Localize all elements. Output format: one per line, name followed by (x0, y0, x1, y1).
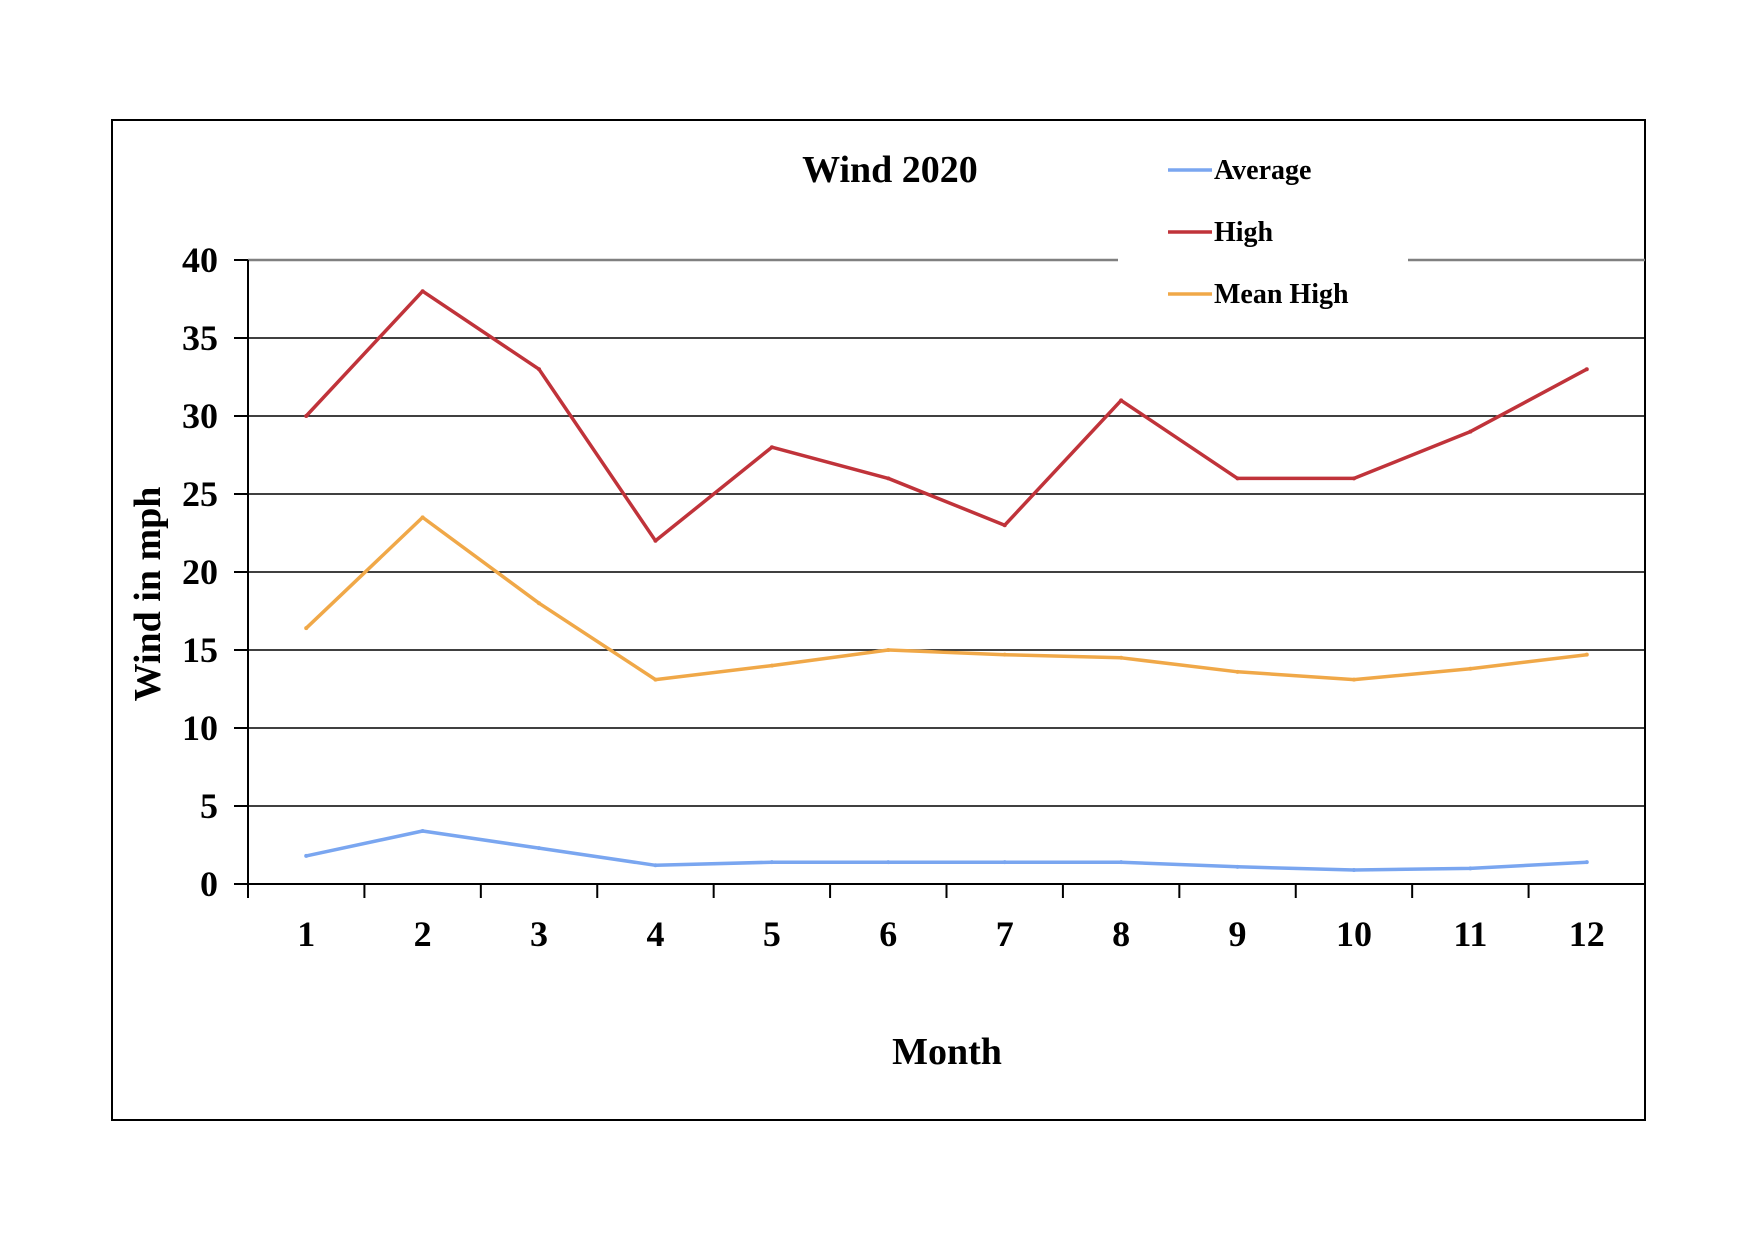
legend-label-mean-high: Mean High (1214, 279, 1349, 310)
data-point-average (1235, 864, 1240, 869)
x-tick-label: 12 (1569, 914, 1605, 954)
y-axis-label: Wind in mph (127, 487, 169, 702)
chart-frame (111, 119, 1646, 1121)
data-point-high (1468, 429, 1473, 434)
data-point-high (769, 445, 774, 450)
x-tick-label: 8 (1112, 914, 1130, 954)
data-point-average (769, 860, 774, 865)
y-tick-label: 25 (182, 474, 218, 514)
axes (247, 260, 1646, 898)
series-line-average (305, 829, 1587, 872)
data-point-high (1119, 398, 1124, 403)
y-tick-label: 30 (182, 396, 218, 436)
chart-title: Wind 2020 (802, 149, 978, 191)
data-point-mean-high (1235, 669, 1240, 674)
data-point-average (537, 846, 542, 851)
data-point-high (304, 414, 309, 418)
data-point-average (1584, 860, 1589, 865)
data-point-average (653, 863, 658, 868)
data-point-mean-high (653, 677, 658, 682)
y-tick-label: 5 (200, 786, 218, 826)
data-point-average (886, 860, 891, 865)
series-line-mean-high (304, 515, 1588, 682)
data-point-average (1351, 867, 1356, 872)
y-tick-label: 10 (182, 708, 218, 748)
data-point-mean-high (537, 601, 542, 606)
data-point-mean-high (1002, 652, 1007, 657)
series-lines (304, 289, 1589, 872)
x-tick-label: 3 (530, 914, 548, 954)
data-point-high (1351, 476, 1356, 481)
x-tick-label: 9 (1229, 914, 1247, 954)
gridlines (234, 258, 1645, 885)
data-point-mean-high (304, 626, 309, 631)
data-point-mean-high (769, 663, 774, 668)
y-tick-labels: 0 5 10 15 20 25 30 35 40 (182, 240, 218, 904)
x-tick-label: 6 (879, 914, 897, 954)
data-point-high (886, 476, 891, 481)
data-point-average (1119, 860, 1124, 865)
x-tick-labels: 1 2 3 4 5 6 7 8 9 10 11 12 (297, 914, 1605, 954)
x-tick-label: 5 (763, 914, 781, 954)
legend-label-average: Average (1214, 155, 1311, 186)
y-tick-label: 35 (182, 318, 218, 358)
x-tick-label: 11 (1453, 914, 1487, 954)
data-point-high (653, 538, 658, 543)
data-point-mean-high (886, 648, 891, 652)
x-tick-label: 2 (414, 914, 432, 954)
data-point-mean-high (420, 515, 425, 520)
data-point-mean-high (1584, 652, 1589, 657)
data-point-high (1235, 476, 1240, 481)
legend: Average High Mean High (1168, 155, 1349, 310)
data-point-high (537, 367, 542, 372)
series-line-high (304, 289, 1588, 543)
data-point-mean-high (1468, 666, 1473, 671)
x-tick-label: 4 (646, 914, 664, 954)
y-tick-label: 0 (200, 864, 218, 904)
x-tick-label: 10 (1336, 914, 1372, 954)
data-point-mean-high (1119, 655, 1124, 660)
y-tick-label: 20 (182, 552, 218, 592)
x-tick-label: 7 (996, 914, 1014, 954)
data-point-high (420, 289, 425, 294)
data-point-mean-high (1351, 677, 1356, 682)
data-point-high (1584, 367, 1589, 372)
data-point-high (1002, 523, 1007, 528)
y-tick-label: 15 (182, 630, 218, 670)
data-point-average (1002, 860, 1007, 865)
data-point-average (304, 853, 309, 858)
data-point-average (1468, 866, 1473, 871)
x-tick-label: 1 (297, 914, 315, 954)
data-point-average (420, 828, 425, 833)
y-tick-label: 40 (182, 240, 218, 280)
x-axis-label: Month (892, 1031, 1002, 1073)
legend-background (1118, 150, 1408, 300)
legend-label-high: High (1214, 217, 1274, 248)
